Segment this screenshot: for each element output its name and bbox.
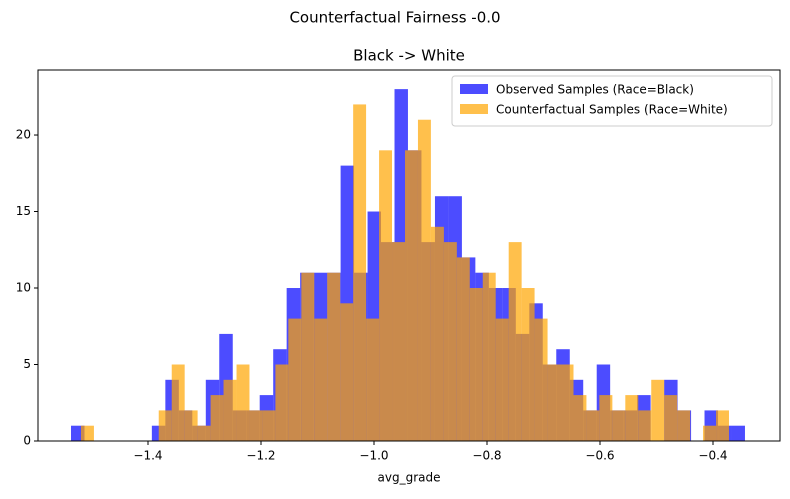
histogram-bar [392,242,406,441]
histogram-bar [560,364,574,441]
histogram-bar [456,257,470,441]
histogram-bar [664,395,678,441]
histogram-bar [223,379,237,441]
x-tick-label: −0.6 [585,449,614,463]
histogram-bar [716,410,729,441]
histogram-bar [677,410,691,441]
x-tick-label: −1.2 [246,449,275,463]
histogram-bar [314,318,328,441]
histogram-bar [482,272,496,441]
histogram-bar [417,119,431,441]
histogram-bar [171,364,185,441]
y-tick-label: 10 [16,281,31,295]
histogram-bar [573,395,587,441]
histogram-bar [210,395,224,441]
legend-swatch [460,84,488,94]
histogram-bar [366,318,380,441]
histogram-bar [586,410,600,441]
chart-title: Black -> White [353,47,465,65]
histogram-bar [443,242,457,441]
x-tick-label: −0.8 [472,449,501,463]
histogram-bar [288,318,302,441]
histogram-bar [340,303,354,441]
histogram-bar [534,318,548,441]
histogram-bar [379,150,393,441]
histogram-bar [731,425,745,441]
histogram-bar [236,364,250,441]
histogram-bar [301,272,315,441]
suptitle: Counterfactual Fairness -0.0 [289,9,500,27]
histogram-bar [599,395,613,441]
plot-frame [37,69,781,442]
histogram-bar [184,410,198,441]
legend-box [451,75,773,127]
histogram-bar [703,425,717,441]
y-tick-label: 15 [16,204,31,218]
histogram-bar [405,150,418,441]
x-axis-label: avg_grade [378,471,441,485]
histogram-bar [508,242,522,441]
y-tick-label: 20 [16,128,31,142]
histogram-bar [625,395,639,441]
y-tick-label: 5 [23,357,31,371]
histogram-bar [262,410,276,441]
legend-swatch [460,104,488,114]
histogram-bar [612,410,626,441]
legend-label: Observed Samples (Race=Black) [496,83,694,97]
histogram-bar [521,288,535,441]
y-tick-label: 0 [23,434,31,448]
histogram-bar [638,410,652,441]
histogram-bar [495,318,509,441]
histogram-bar [249,410,263,441]
histogram-bar [353,104,367,442]
histogram-bar [275,364,289,441]
x-tick-label: −1.4 [133,449,162,463]
histogram-bar [430,226,444,441]
x-tick-label: −1.0 [359,449,388,463]
histogram-bar [651,379,665,441]
histogram-bar [80,425,94,441]
histogram-bar [327,272,341,441]
histogram-bar [469,288,483,441]
legend-label: Counterfactual Samples (Race=White) [496,103,728,117]
histogram-bar [547,364,561,441]
histogram-bar [158,410,172,441]
histogram-bar [197,425,211,441]
x-tick-label: −0.4 [698,449,727,463]
